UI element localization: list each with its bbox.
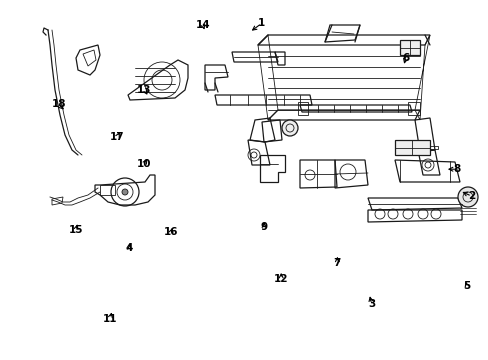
Circle shape [122,189,128,195]
Text: 12: 12 [273,274,288,284]
Text: 8: 8 [453,164,460,174]
Text: 7: 7 [333,258,341,268]
Text: 11: 11 [102,314,117,324]
Text: 4: 4 [125,243,133,253]
Circle shape [282,120,297,136]
Text: 18: 18 [51,99,66,109]
Polygon shape [399,40,419,55]
Text: 16: 16 [163,227,178,237]
Circle shape [457,187,477,207]
Text: 5: 5 [463,281,469,291]
Text: 1: 1 [258,18,264,28]
Text: 3: 3 [367,299,374,309]
Text: 14: 14 [195,20,210,30]
Text: 6: 6 [402,53,408,63]
Text: 15: 15 [68,225,83,235]
Polygon shape [394,140,429,155]
Text: 17: 17 [110,132,124,142]
Text: 9: 9 [260,222,267,232]
Text: 13: 13 [137,85,151,95]
Text: 2: 2 [468,191,474,201]
Text: 10: 10 [137,159,151,169]
